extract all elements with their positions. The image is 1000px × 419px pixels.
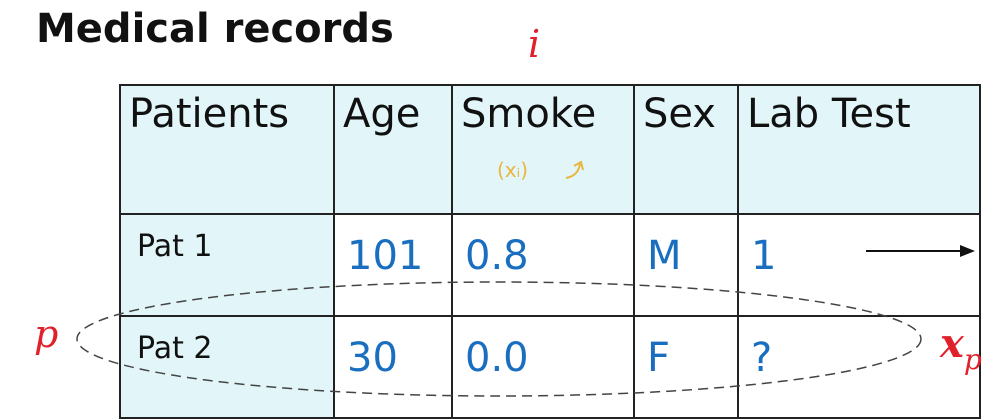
smoke-cell: 0.8 <box>451 213 635 317</box>
row-highlight-ellipse <box>76 281 922 397</box>
table-row: Pat 2 30 0.0 F ? <box>119 315 981 419</box>
row-index-label: p <box>34 312 59 356</box>
lab-cell: 1 <box>737 213 981 317</box>
sex-cell: F <box>633 315 739 419</box>
table-row: Pat 1 101 0.8 M 1 <box>119 213 981 317</box>
vector-subscript: p <box>963 343 982 376</box>
header-lab-test: Lab Test <box>737 84 981 215</box>
header-sex: Sex <box>633 84 739 215</box>
vector-symbol: x <box>940 320 964 367</box>
row-vector-label: xp <box>940 320 982 376</box>
header-smoke: Smoke <box>451 84 635 215</box>
page-title: Medical records <box>36 6 394 52</box>
sex-cell: M <box>633 213 739 317</box>
header-row: Patients Age Smoke Sex Lab Test <box>119 84 981 215</box>
lab-cell: ? <box>737 315 981 419</box>
arrow-right-icon <box>960 245 975 257</box>
handwritten-annotation: (xᵢ) <box>497 158 529 182</box>
header-patients: Patients <box>119 84 335 215</box>
annotation-overlay <box>76 160 975 397</box>
header-age: Age <box>333 84 453 215</box>
medical-records-table: Patients Age Smoke Sex Lab Test Pat 1 10… <box>119 84 981 419</box>
age-cell: 101 <box>333 213 453 317</box>
patient-cell: Pat 1 <box>119 213 335 317</box>
annotation-arrow-icon <box>565 160 584 179</box>
column-index-label: i <box>528 22 541 66</box>
patient-cell: Pat 2 <box>119 315 335 419</box>
